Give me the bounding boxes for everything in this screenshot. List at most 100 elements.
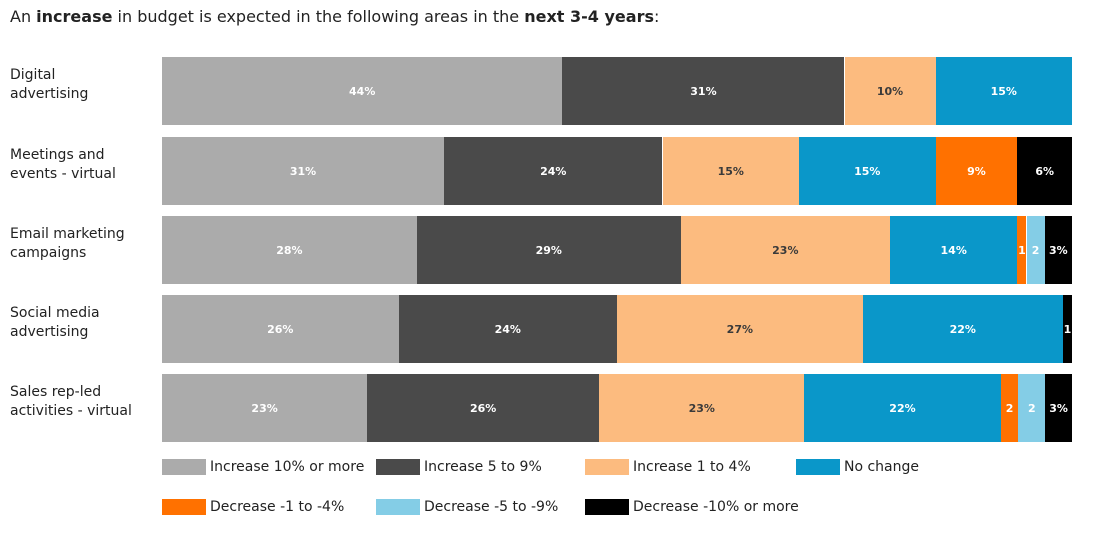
legend-label: Increase 5 to 9% <box>424 459 542 475</box>
bar-segment: 26% <box>162 295 399 363</box>
bar-segment: 1 <box>1062 295 1072 363</box>
bar-segment: 3% <box>1045 374 1072 442</box>
bar-segment: 28% <box>162 216 417 284</box>
bar-segment: 15% <box>935 57 1072 125</box>
category-label: Sales rep-led activities - virtual <box>10 383 158 421</box>
chart-title: An increase in budget is expected in the… <box>10 6 1090 28</box>
bar-segment: 24% <box>444 137 663 205</box>
bar-segment: 2 <box>1000 374 1019 442</box>
bar-segment: 1 <box>1017 216 1027 284</box>
category-label-line: events - virtual <box>10 166 116 182</box>
data-label: 27% <box>726 322 754 336</box>
legend-item: No change <box>796 458 919 476</box>
data-label: 24% <box>540 164 567 178</box>
bar-segment: 14% <box>890 216 1018 284</box>
data-label: 14% <box>940 243 967 257</box>
stacked-bar-chart: Digital advertising 44% 31% 10% 15% Meetings a… <box>10 57 1072 442</box>
bar-segment: 23% <box>680 216 890 284</box>
chart-title-part: An <box>10 7 37 26</box>
data-label: 2 <box>1005 401 1014 415</box>
category-label-line: Sales rep-led <box>10 384 102 400</box>
category-label-line: campaigns <box>10 245 87 261</box>
legend-label: Decrease -10% or more <box>633 499 799 515</box>
data-label: 31% <box>289 164 317 178</box>
bar-segment: 27% <box>617 295 863 363</box>
data-label: 3% <box>1048 243 1068 257</box>
legend-swatch <box>376 459 420 475</box>
legend-item: Increase 5 to 9% <box>376 458 542 476</box>
chart-legend: Increase 10% or more Increase 5 to 9% Incr… <box>0 450 1104 535</box>
legend-item: Decrease -10% or more <box>585 498 799 516</box>
data-label: 23% <box>772 243 799 257</box>
bar-segment: 31% <box>562 57 845 125</box>
legend-swatch <box>585 499 629 515</box>
chart-title-part: next 3-4 years <box>524 7 654 26</box>
bar-row: 28% 29% 23% 14% 1 2 3% <box>162 216 1072 284</box>
bar-segment: 23% <box>599 374 805 442</box>
data-label: 6% <box>1035 164 1055 178</box>
category-label-line: Digital <box>10 67 56 83</box>
data-label: 9% <box>967 164 986 178</box>
data-label: 1 <box>1018 243 1026 257</box>
data-label: 23% <box>688 401 715 415</box>
bar-segment: 2 <box>1026 216 1045 284</box>
bar-row: 26% 24% 27% 22% 1 <box>162 295 1072 363</box>
category-label-line: advertising <box>10 86 89 102</box>
data-label: 2 <box>1031 243 1040 257</box>
category-label-line: Meetings and <box>10 147 105 163</box>
bar-segment: 24% <box>398 295 617 363</box>
bar-segment: 9% <box>935 137 1018 205</box>
data-label: 15% <box>717 164 744 178</box>
bar-segment: 26% <box>367 374 600 442</box>
data-label: 26% <box>267 322 294 336</box>
legend-label: Decrease -5 to -9% <box>424 499 559 515</box>
category-label-line: activities - virtual <box>10 403 132 419</box>
category-label: Email marketing campaigns <box>10 225 158 263</box>
category-label-line: Email marketing <box>10 226 125 242</box>
bar-segment: 10% <box>844 57 936 125</box>
bar-segment: 22% <box>862 295 1063 363</box>
data-label: 1 <box>1063 322 1072 336</box>
category-label-line: advertising <box>10 324 89 340</box>
legend-swatch <box>585 459 629 475</box>
bar-segment: 2 <box>1018 374 1046 442</box>
data-label: 26% <box>469 401 497 415</box>
bar-segment: 15% <box>799 137 936 205</box>
bar-segment: 15% <box>662 137 799 205</box>
legend-swatch <box>376 499 420 515</box>
data-label: 44% <box>349 84 376 98</box>
bar-segment: 31% <box>162 137 445 205</box>
legend-swatch <box>796 459 840 475</box>
data-label: 22% <box>889 401 916 415</box>
data-label: 15% <box>854 164 881 178</box>
bar-segment: 23% <box>162 374 368 442</box>
data-label: 28% <box>276 243 303 257</box>
bar-segment: 29% <box>416 216 681 284</box>
data-label: 2 <box>1028 401 1036 415</box>
legend-swatch <box>162 459 206 475</box>
bar-row: 44% 31% 10% 15% <box>162 57 1072 125</box>
bar-segment: 44% <box>162 57 563 125</box>
data-label: 24% <box>494 322 521 336</box>
bar-segment: 6% <box>1017 137 1072 205</box>
data-label: 10% <box>876 84 904 98</box>
legend-label: No change <box>844 459 920 475</box>
legend-swatch <box>162 499 206 515</box>
legend-item: Decrease -1 to -4% <box>162 498 344 516</box>
legend-item: Decrease -5 to -9% <box>376 498 558 516</box>
legend-item: Increase 10% or more <box>162 458 364 476</box>
chart-title-part: increase <box>36 7 113 26</box>
data-label: 29% <box>535 243 562 257</box>
chart-title-part: in budget is expected in the following a… <box>112 7 525 26</box>
data-label: 31% <box>690 84 717 98</box>
bar-segment: 22% <box>804 374 1001 442</box>
data-label: 15% <box>990 84 1017 98</box>
category-label: Digital advertising <box>10 66 158 104</box>
legend-item: Increase 1 to 4% <box>585 458 751 476</box>
data-label: 3% <box>1049 401 1068 415</box>
category-label: Meetings and events - virtual <box>10 146 158 184</box>
bar-segment: 3% <box>1044 216 1072 284</box>
legend-label: Decrease -1 to -4% <box>210 499 345 515</box>
legend-label: Increase 1 to 4% <box>633 459 751 475</box>
category-label: Social media advertising <box>10 304 158 342</box>
